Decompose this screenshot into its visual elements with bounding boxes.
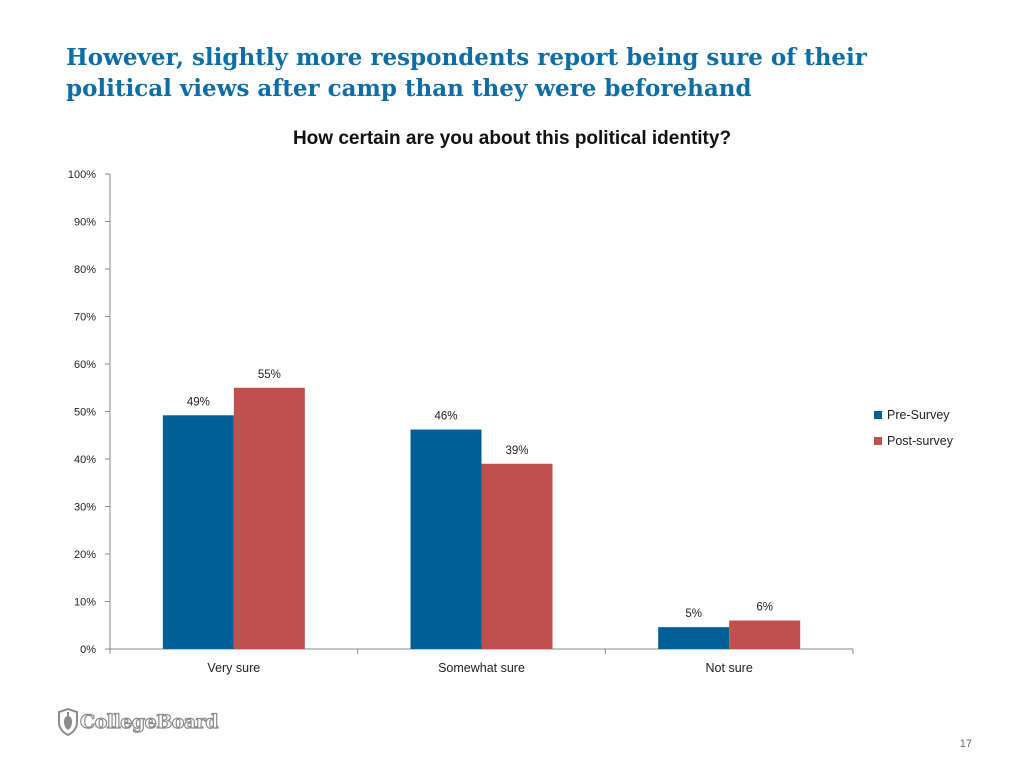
page-number: 17 [959, 738, 972, 750]
chart-title: How certain are you about this political… [292, 128, 732, 149]
y-tick-label: 70% [74, 312, 96, 324]
bar-post-survey [233, 387, 305, 649]
data-label-post-survey: 55% [258, 369, 281, 381]
category-label: Very sure [207, 661, 260, 675]
bar-post-survey [729, 620, 801, 649]
category-label: Somewhat sure [438, 661, 525, 675]
acorn-shield-icon [58, 707, 78, 737]
category-label: Not sure [706, 661, 753, 675]
y-tick-label: 30% [74, 502, 96, 514]
y-tick-label: 20% [74, 549, 96, 561]
legend-swatch-post-survey [874, 437, 882, 445]
data-label-pre-survey: 5% [685, 608, 702, 620]
legend-label-post-survey: Post-survey [887, 434, 953, 448]
bar-post-survey [481, 463, 553, 649]
legend-swatch-pre-survey [874, 411, 882, 419]
slide-title: However, slightly more respondents repor… [66, 44, 867, 102]
logo-text: CollegeBoard [79, 710, 219, 733]
legend-label-pre-survey: Pre-Survey [887, 408, 950, 422]
y-tick-label: 90% [74, 217, 96, 229]
data-label-pre-survey: 46% [434, 411, 457, 423]
legend-item-post-survey: Post-survey [874, 428, 953, 454]
chart-legend: Pre-Survey Post-survey [874, 402, 953, 454]
y-tick-label: 60% [74, 359, 96, 371]
bar-pre-survey [410, 429, 482, 649]
college-board-logo: CollegeBoard [56, 707, 219, 737]
bar-pre-survey [658, 627, 730, 649]
legend-item-pre-survey: Pre-Survey [874, 402, 953, 428]
y-tick-label: 80% [74, 264, 96, 276]
y-tick-label: 40% [74, 454, 96, 466]
y-tick-label: 10% [74, 597, 96, 609]
bar-pre-survey [162, 415, 234, 649]
y-tick-label: 0% [80, 644, 96, 656]
y-tick-label: 50% [74, 407, 96, 419]
data-label-post-survey: 6% [756, 602, 773, 614]
data-label-post-survey: 39% [505, 445, 528, 457]
y-tick-label: 100% [68, 169, 96, 181]
data-label-pre-survey: 49% [187, 396, 210, 408]
